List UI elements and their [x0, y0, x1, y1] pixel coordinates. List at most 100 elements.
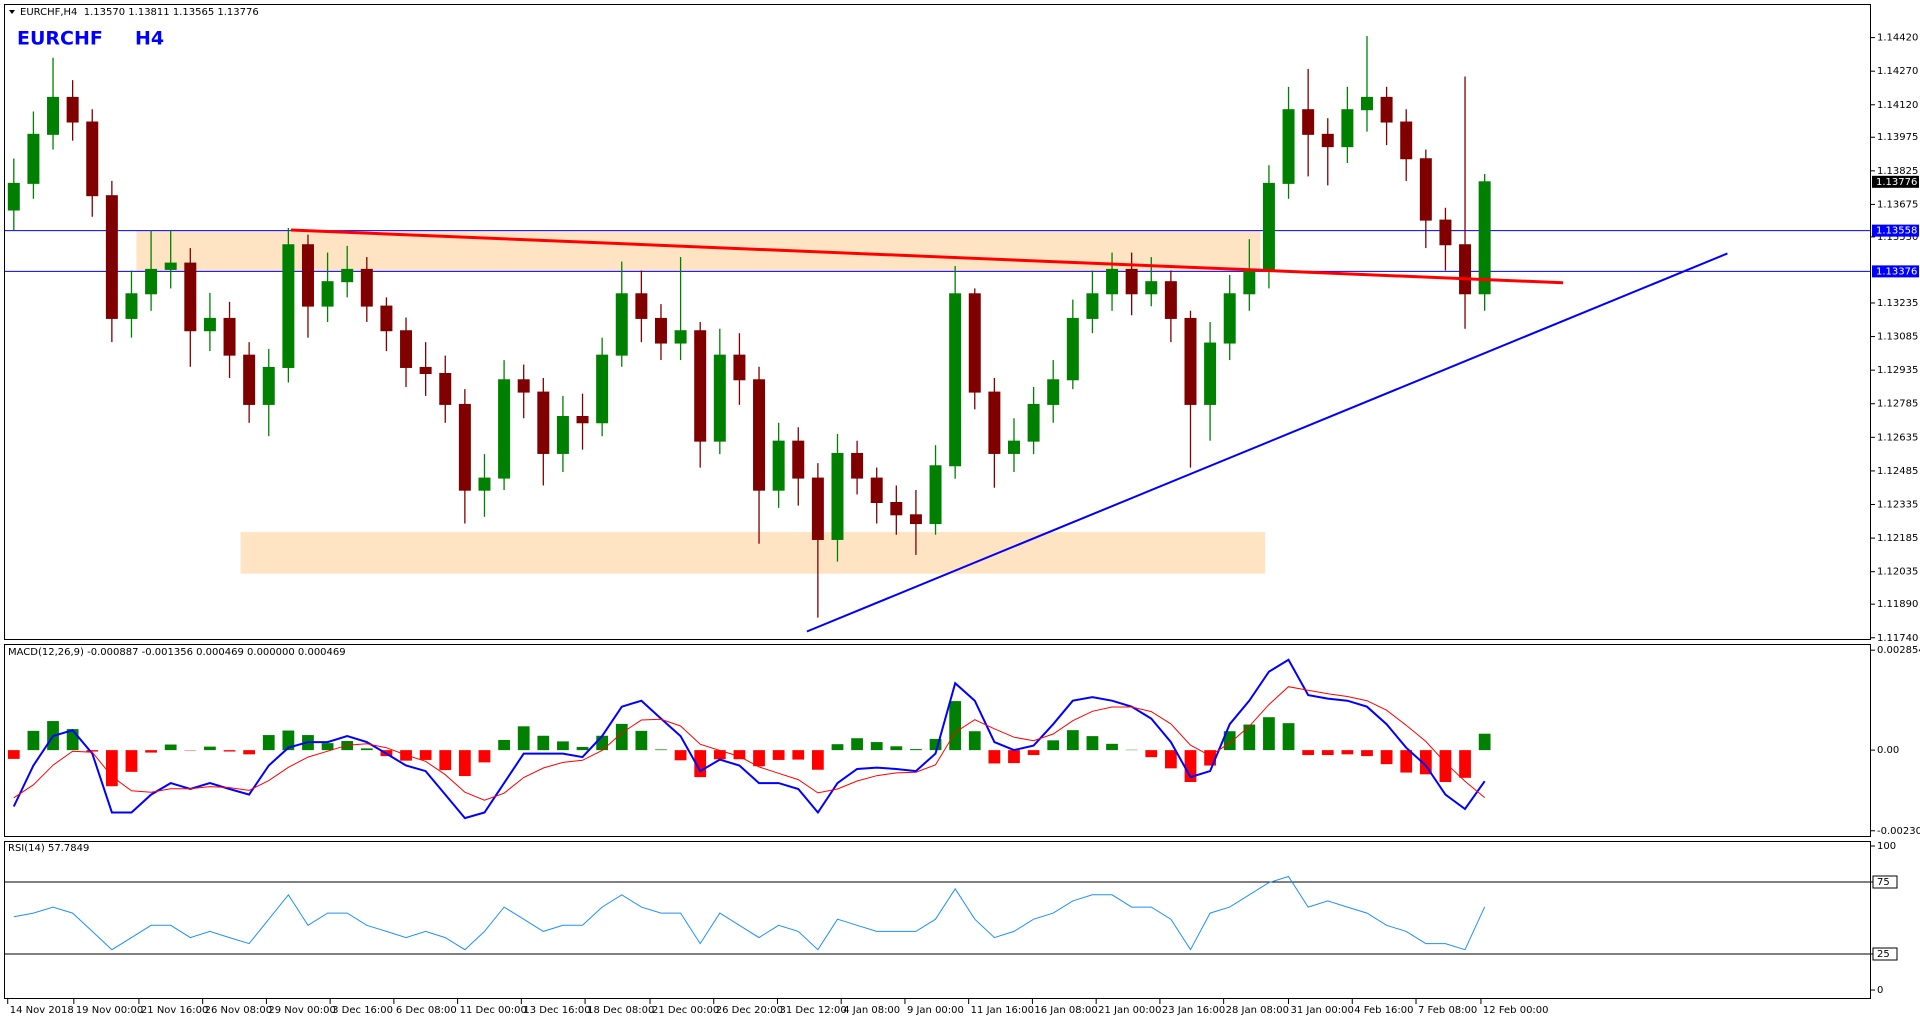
candle-body — [909, 514, 922, 525]
x-tick-label: 6 Dec 08:00 — [396, 1005, 457, 1016]
macd-histogram-bar — [772, 750, 785, 760]
x-tick-label: 29 Nov 00:00 — [268, 1005, 335, 1016]
candle-body — [164, 262, 177, 270]
candle-body — [282, 244, 295, 368]
candle-body — [1360, 96, 1373, 111]
candle-body — [7, 182, 20, 211]
macd-histogram-bar — [792, 750, 805, 760]
x-tick-label: 18 Dec 08:00 — [587, 1005, 654, 1016]
candle-body — [1184, 317, 1197, 405]
candle-body — [125, 293, 138, 319]
x-tick-label: 26 Dec 20:00 — [716, 1005, 783, 1016]
x-tick-label: 21 Jan 00:00 — [1098, 1005, 1161, 1016]
macd-histogram-bar — [1027, 750, 1040, 756]
candle-body — [1243, 268, 1256, 295]
macd-histogram-bar — [282, 730, 295, 751]
candle-body — [419, 366, 432, 375]
candle-body — [1262, 182, 1275, 270]
x-tick-label: 31 Dec 12:00 — [779, 1005, 846, 1016]
y-tick-label: 0.00 — [1877, 745, 1899, 756]
candle-body — [458, 403, 471, 491]
macd-histogram-bar — [949, 701, 962, 751]
price-panel-frame — [4, 4, 1871, 640]
candle-body — [1145, 281, 1158, 295]
supply-demand-zone — [136, 230, 1261, 272]
x-tick-label: 13 Dec 16:00 — [523, 1005, 590, 1016]
macd-histogram-bar — [733, 750, 746, 760]
candle-body — [86, 121, 99, 197]
candle-body — [772, 440, 785, 491]
y-tick-label: 0 — [1877, 985, 1883, 996]
menu-arrow[interactable] — [9, 10, 15, 14]
candle-body — [1125, 268, 1138, 295]
candle-body — [988, 391, 1001, 454]
candle-body — [1341, 109, 1354, 148]
x-tick-label: 16 Jan 08:00 — [1034, 1005, 1097, 1016]
symbol-header: EURCHF,H4 1.13570 1.13811 1.13565 1.1377… — [20, 7, 259, 18]
candle-body — [537, 391, 550, 454]
x-tick-label: 21 Dec 00:00 — [652, 1005, 719, 1016]
level-label: 1.13558 — [1876, 226, 1917, 237]
y-tick-label: 1.14420 — [1877, 33, 1918, 44]
trend-line — [290, 228, 1564, 285]
y-tick-label: 1.12035 — [1877, 567, 1918, 578]
candle-body — [1380, 96, 1393, 123]
macd-histogram-bar — [27, 730, 40, 751]
macd-histogram-bar — [164, 744, 177, 751]
rsi-header: RSI(14) 57.7849 — [8, 843, 89, 854]
candle-body — [968, 293, 981, 393]
candle-body — [1321, 133, 1334, 148]
macd-histogram-bar — [811, 750, 824, 770]
candle-body — [870, 477, 883, 503]
macd-histogram-bar — [125, 750, 138, 772]
candle-body — [1204, 342, 1217, 405]
candle-body — [1419, 158, 1432, 221]
macd-histogram-bar — [557, 741, 569, 751]
candle-body — [890, 501, 903, 516]
macd-histogram-bar — [498, 739, 510, 751]
y-tick-label: 1.12785 — [1877, 399, 1918, 410]
macd-main-line — [12, 658, 1486, 820]
macd-histogram-bar — [615, 723, 628, 751]
y-tick-label: 100 — [1877, 841, 1896, 852]
macd-histogram-bar — [1263, 717, 1275, 751]
rsi-line — [13, 875, 1486, 951]
x-tick-label: 23 Jan 16:00 — [1162, 1005, 1225, 1016]
candle-body — [1282, 109, 1295, 184]
macd-histogram-bar — [929, 738, 942, 751]
y-tick-label: 1.12185 — [1877, 533, 1918, 544]
x-tick-label: 11 Jan 16:00 — [971, 1005, 1034, 1016]
macd-histogram-bar — [1361, 750, 1373, 757]
macd-histogram-bar — [223, 750, 236, 752]
macd-histogram-bar — [204, 746, 216, 751]
macd-histogram-bar — [321, 743, 334, 751]
level-label-box — [1872, 224, 1919, 237]
candle-body — [851, 452, 864, 479]
macd-histogram-bar — [988, 750, 1001, 764]
candle-body — [1086, 293, 1099, 319]
y-tick-label: 1.11890 — [1877, 599, 1918, 610]
macd-histogram-bar — [7, 750, 20, 759]
macd-histogram-bar — [1145, 750, 1158, 758]
y-tick-label: 1.13085 — [1877, 332, 1918, 343]
macd-histogram-bar — [537, 735, 550, 751]
candle-body — [27, 133, 40, 184]
y-tick-label: 1.12485 — [1877, 466, 1918, 477]
candle-body — [576, 416, 589, 424]
macd-histogram-bar — [870, 742, 883, 751]
candle-body — [203, 317, 216, 332]
macd-histogram-bar — [1243, 724, 1256, 751]
x-tick-label: 4 Jan 08:00 — [843, 1005, 900, 1016]
symbol-title: EURCHF — [17, 28, 103, 50]
macd-signal-line — [13, 686, 1486, 801]
macd-histogram-bar — [635, 730, 648, 751]
macd-histogram-bar — [1478, 733, 1491, 751]
x-tick-label: 31 Jan 00:00 — [1291, 1005, 1354, 1016]
y-tick-box — [1872, 875, 1898, 889]
candle-body — [1066, 317, 1079, 381]
y-tick-label: 1.13975 — [1877, 132, 1918, 143]
candle-body — [615, 293, 628, 356]
rsi-panel-frame — [4, 841, 1871, 999]
macd-histogram-bar — [360, 748, 373, 751]
